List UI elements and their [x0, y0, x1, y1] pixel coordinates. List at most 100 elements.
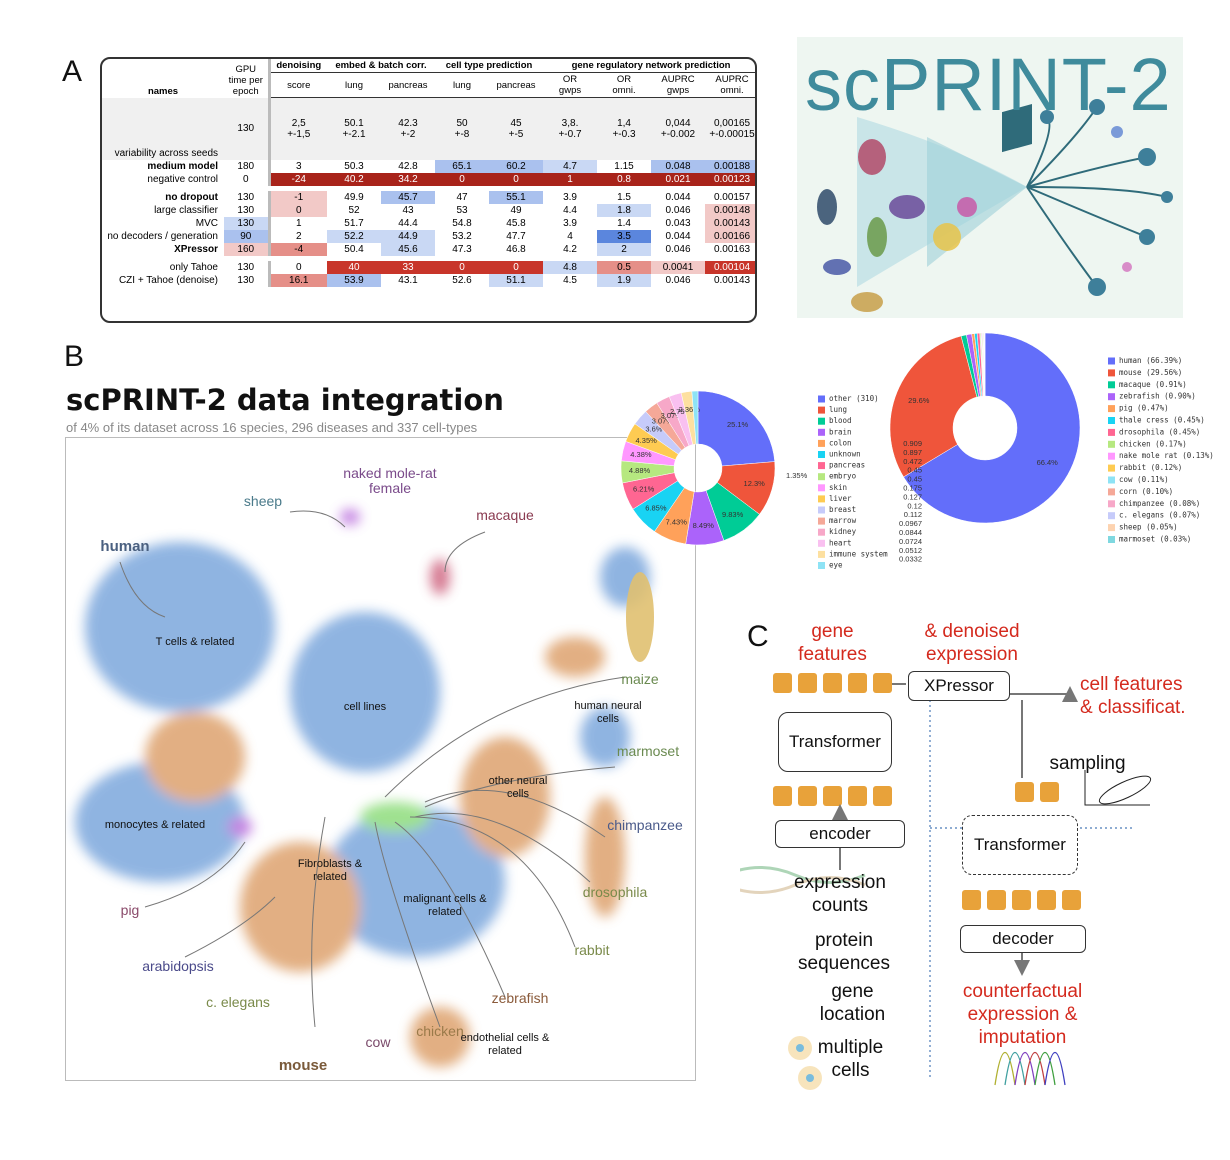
umap-label: malignant cells & related [403, 893, 487, 918]
slice-label: 0.0844 [899, 528, 922, 537]
legend-swatch [1108, 488, 1115, 496]
slice-label: 0.909 [903, 439, 922, 448]
table-cell: 1,4 +-0.3 [597, 97, 652, 160]
pie-slice [889, 335, 978, 478]
table-cell: 50 +-8 [435, 97, 489, 160]
table-cell: 0 [269, 204, 327, 217]
umap-label: maize [621, 671, 659, 687]
column-header: AUPRC gwps [651, 72, 706, 98]
legend-label: corn (0.10%) [1119, 487, 1173, 496]
table-cell: 40 [327, 256, 381, 274]
group-header: gene regulatory network prediction [543, 59, 755, 73]
legend-swatch [818, 495, 825, 503]
legend-label: chimpanzee (0.08%) [1119, 499, 1200, 508]
table-cell: 0,00165 +-0.00015 [705, 97, 755, 160]
row-name: negative control [147, 174, 218, 185]
input-expression: expression counts [794, 872, 886, 916]
slice-label: 0.0512 [899, 546, 922, 555]
table-cell: 130 [224, 186, 271, 204]
table-cell: 130 [224, 217, 271, 230]
legend-swatch [818, 562, 825, 569]
table-cell: 34.2 [381, 173, 435, 189]
slice-label: 3.6% [645, 425, 662, 434]
table-cell: 0.00166 [705, 230, 755, 243]
legend-label: macaque (0.91%) [1119, 380, 1187, 389]
slice-label: 0.12 [907, 501, 922, 510]
table-row: only Tahoe 130 0 40 33 0 0 4.8 0.5 0.0041 0.00104 [102, 256, 755, 274]
table-cell: 130 [224, 97, 271, 160]
umap-label: chicken [416, 1023, 464, 1039]
umap-label: arabidopsis [142, 958, 214, 974]
legend-swatch [1108, 452, 1115, 460]
xpressor-box: XPressor [908, 671, 1010, 701]
legend-swatch [818, 517, 825, 525]
umap-label: other neural cells [488, 775, 548, 800]
table-cell: 1.8 [597, 204, 652, 217]
row-name: MVC [195, 218, 218, 229]
row-name: CZI + Tahoe (denoise) [118, 275, 218, 286]
umap-label: chimpanzee [607, 817, 683, 833]
table-cell: 1.15 [614, 161, 634, 172]
table-cell: 0 [269, 256, 327, 274]
table-cell: 42.8 [398, 161, 418, 172]
legend-swatch [818, 428, 825, 436]
table-cell: 0.043 [665, 218, 691, 229]
table-cell: 43 [402, 205, 414, 216]
slice-label: 25.1% [727, 420, 749, 429]
table-cell: 49.9 [327, 186, 381, 204]
table-row: medium model 180 3 50.3 42.8 65.1 60.2 4.7 1.15 0… [102, 160, 755, 173]
legend-label: thale cress (0.45%) [1119, 416, 1205, 425]
legend-swatch [1108, 417, 1115, 424]
group-header: cell type prediction [435, 59, 544, 73]
legend-swatch [1108, 536, 1115, 543]
table-cell: 44.4 [398, 218, 418, 229]
transformer-box: Transformer [778, 712, 892, 772]
pie-slice [903, 332, 1081, 524]
header-row: score lung pancreas lung pancreas OR gwps OR o… [102, 72, 755, 98]
umap-label: T cells & related [155, 636, 235, 648]
table-cell: 0.048 [651, 160, 706, 173]
legend-label: other (310) [829, 394, 879, 403]
table-cell: 0.046 [665, 244, 691, 255]
table-cell: 47.7 [506, 231, 526, 242]
table-cell: 4.4 [563, 205, 577, 216]
slice-label: 2.36% [679, 405, 701, 414]
slice-label: 0.0967 [899, 519, 922, 528]
slice-label: 29.6% [908, 396, 930, 405]
slice-label: 0.112 [904, 510, 922, 519]
legend-label: breast [829, 505, 856, 514]
slice-label: 0.45 [907, 466, 922, 475]
legend-swatch [818, 506, 825, 514]
umap-label: naked mole-rat female [343, 465, 437, 496]
pie-slice [697, 390, 776, 467]
legend-swatch [1108, 357, 1115, 365]
table-cell: 0.00143 [713, 275, 751, 286]
slice-label: 0.175 [903, 483, 922, 492]
table-cell: 0.00143 [705, 217, 755, 230]
table-cell: 130 [224, 256, 271, 274]
slice-label: 3.07% [661, 411, 683, 420]
table-row: CZI + Tahoe (denoise) 130 16.1 53.9 43.1 52.6… [102, 274, 755, 287]
table-cell: 51.7 [344, 218, 364, 229]
legend-label: mouse (29.56%) [1119, 368, 1182, 377]
legend-swatch [1108, 440, 1115, 448]
table-cell: 3.9 [563, 218, 577, 229]
legend-swatch [1108, 393, 1115, 401]
encoder-box: encoder [775, 820, 905, 848]
legend-label: pancreas [829, 461, 865, 470]
slice-label: 1.35% [786, 471, 808, 480]
table-cell: 90 [224, 230, 271, 243]
architecture-diagram [740, 673, 1152, 1090]
table-cell: 4 [567, 231, 573, 242]
legend-swatch [1108, 512, 1115, 520]
column-header: score [269, 72, 327, 98]
transformer-box: Transformer [962, 815, 1078, 875]
column-header: GPU time per epoch [224, 59, 271, 98]
row-name: variability across seeds [102, 97, 224, 160]
table-cell: 1.4 [617, 218, 631, 229]
table-cell: 0.8 [597, 173, 652, 189]
slice-label: 4.38% [630, 450, 652, 459]
umap-subtitle: of 4% of its dataset across 16 species, … [66, 420, 478, 435]
